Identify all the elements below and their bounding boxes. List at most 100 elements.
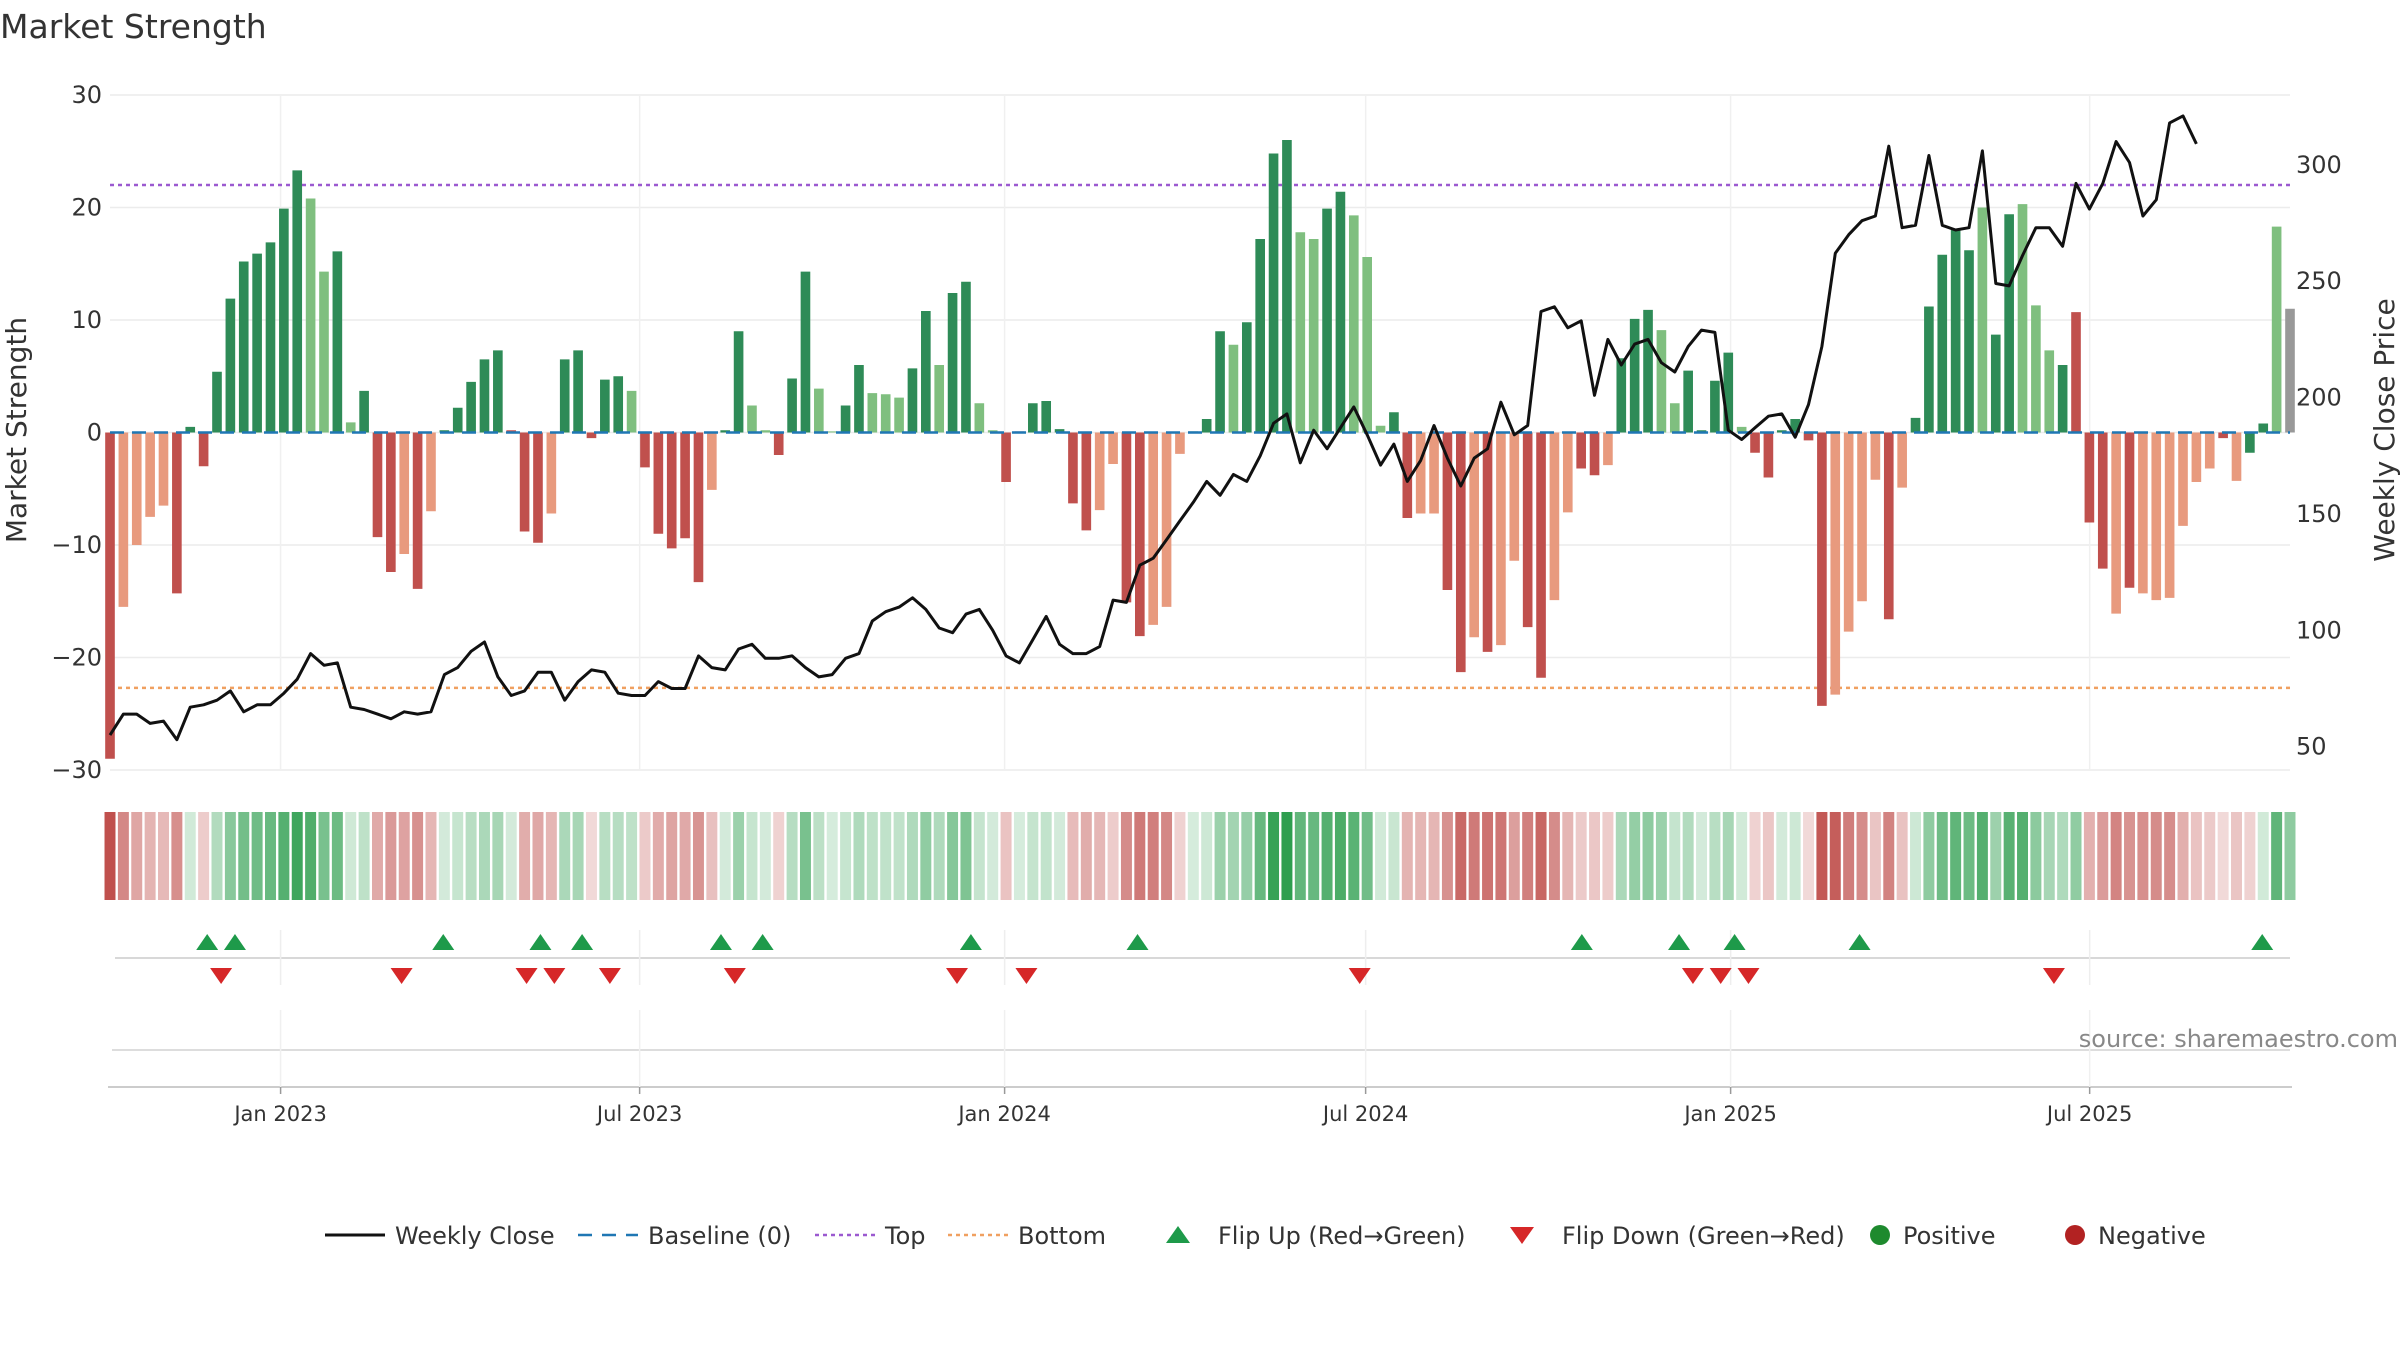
strip-cell <box>1388 812 1400 900</box>
strength-bar <box>292 170 303 433</box>
strip-cell <box>1080 812 1092 900</box>
strip-cell <box>666 812 678 900</box>
strength-bar <box>1629 318 1640 433</box>
right-y-tick-label: 100 <box>2296 616 2342 644</box>
flip-down-marker <box>598 968 621 984</box>
strength-bar <box>814 388 824 433</box>
strength-bar <box>1215 331 1225 433</box>
strength-bar <box>2111 432 2121 614</box>
strength-bar <box>2044 350 2055 433</box>
strength-bar <box>854 365 864 433</box>
strip-cell <box>532 812 544 900</box>
strip-cell <box>1415 812 1427 900</box>
strength-bar <box>1964 250 1974 433</box>
strip-cell <box>1615 812 1627 900</box>
strength-bar <box>1910 417 1921 433</box>
strip-cell <box>2284 812 2296 900</box>
x-tick-label: Jul 2024 <box>1321 1102 1408 1126</box>
strength-bar <box>921 311 931 433</box>
strength-bar <box>1161 432 1172 607</box>
flip-up-marker <box>223 934 246 950</box>
strip-cell <box>866 812 878 900</box>
strip-cell <box>372 812 383 900</box>
strip-cell <box>679 812 691 900</box>
strip-cell <box>1375 812 1387 900</box>
strength-bar <box>867 393 878 433</box>
strip-cell <box>224 812 236 900</box>
strength-bar <box>1308 239 1319 433</box>
strip-cell <box>1709 812 1721 900</box>
strength-bar <box>2285 308 2295 433</box>
strip-cell <box>920 812 932 900</box>
strength-bar <box>1509 432 1520 561</box>
strip-cell <box>2164 812 2176 900</box>
strip-cell <box>519 812 531 900</box>
strip-cell <box>385 812 397 900</box>
strip-cell <box>492 812 504 900</box>
strength-bar <box>961 281 971 433</box>
legend-swatch-triangle-down <box>1510 1227 1534 1244</box>
strength-bar <box>426 432 436 512</box>
strip-cell <box>987 812 999 900</box>
x-tick-label: Jan 2024 <box>956 1102 1051 1126</box>
legend-label: Flip Up (Red→Green) <box>1218 1222 1466 1250</box>
left-y-axis-label: Market Strength <box>0 317 33 543</box>
strip-cell <box>2244 812 2256 900</box>
flip-up-marker <box>196 934 219 950</box>
strip-cell <box>960 812 972 900</box>
strength-bar <box>1736 426 1747 433</box>
strength-bar <box>493 350 503 433</box>
strength-bar <box>1750 432 1760 453</box>
strip-cell <box>2150 812 2162 900</box>
strip-cell <box>1896 812 1908 900</box>
strength-bar <box>800 271 811 433</box>
left-y-tick-label: 0 <box>87 419 102 447</box>
strip-cell <box>719 812 731 900</box>
strip-cell <box>799 812 811 900</box>
strength-bar <box>359 390 369 433</box>
chart-title: Market Strength <box>0 7 267 46</box>
legend: Weekly Close Baseline (0) Top Bottom Flip Up… <box>325 1222 2206 1250</box>
strength-bars <box>105 140 2295 759</box>
strength-bar <box>2057 365 2068 433</box>
legend-item: Bottom <box>948 1222 1106 1250</box>
strength-bar <box>2138 432 2148 594</box>
strip-cell <box>1067 812 1079 900</box>
strength-bar <box>131 432 142 545</box>
strength-bar <box>626 390 637 433</box>
left-y-tick-label: 10 <box>71 306 102 334</box>
strength-bar <box>2231 432 2242 481</box>
legend-label: Top <box>884 1222 926 1250</box>
flip-up-marker <box>1570 934 1593 950</box>
strength-bar <box>2017 204 2028 433</box>
strip-cell <box>171 812 183 900</box>
strength-bar <box>452 407 463 433</box>
strength-bar <box>238 261 249 433</box>
strip-cell <box>933 812 945 900</box>
strip-cell <box>1334 812 1346 900</box>
strength-bar <box>412 432 423 589</box>
strip-cell <box>639 812 651 900</box>
flip-down-marker <box>1015 968 1038 984</box>
strength-bar <box>2258 423 2269 433</box>
strength-bar <box>693 432 704 583</box>
reference-lines <box>110 183 2290 690</box>
strength-bar <box>1121 432 1132 603</box>
strip-cell <box>840 812 852 900</box>
strip-cell <box>398 812 410 900</box>
strip-cell <box>692 812 704 900</box>
strip-cell <box>1441 812 1453 900</box>
strength-bar <box>2204 432 2215 469</box>
strip-cell <box>1508 812 1520 900</box>
flip-up-marker <box>709 934 732 950</box>
strength-bar <box>1883 432 1894 620</box>
strip-cell <box>1843 812 1855 900</box>
strip-cell <box>1040 812 1052 900</box>
strip-cell <box>599 812 611 900</box>
strip-cell <box>1468 812 1480 900</box>
legend-item: Positive <box>1870 1222 1996 1250</box>
strength-bar <box>2084 432 2095 523</box>
strip-cell <box>853 812 865 900</box>
strength-bar <box>666 432 677 549</box>
strength-bar <box>533 432 543 543</box>
